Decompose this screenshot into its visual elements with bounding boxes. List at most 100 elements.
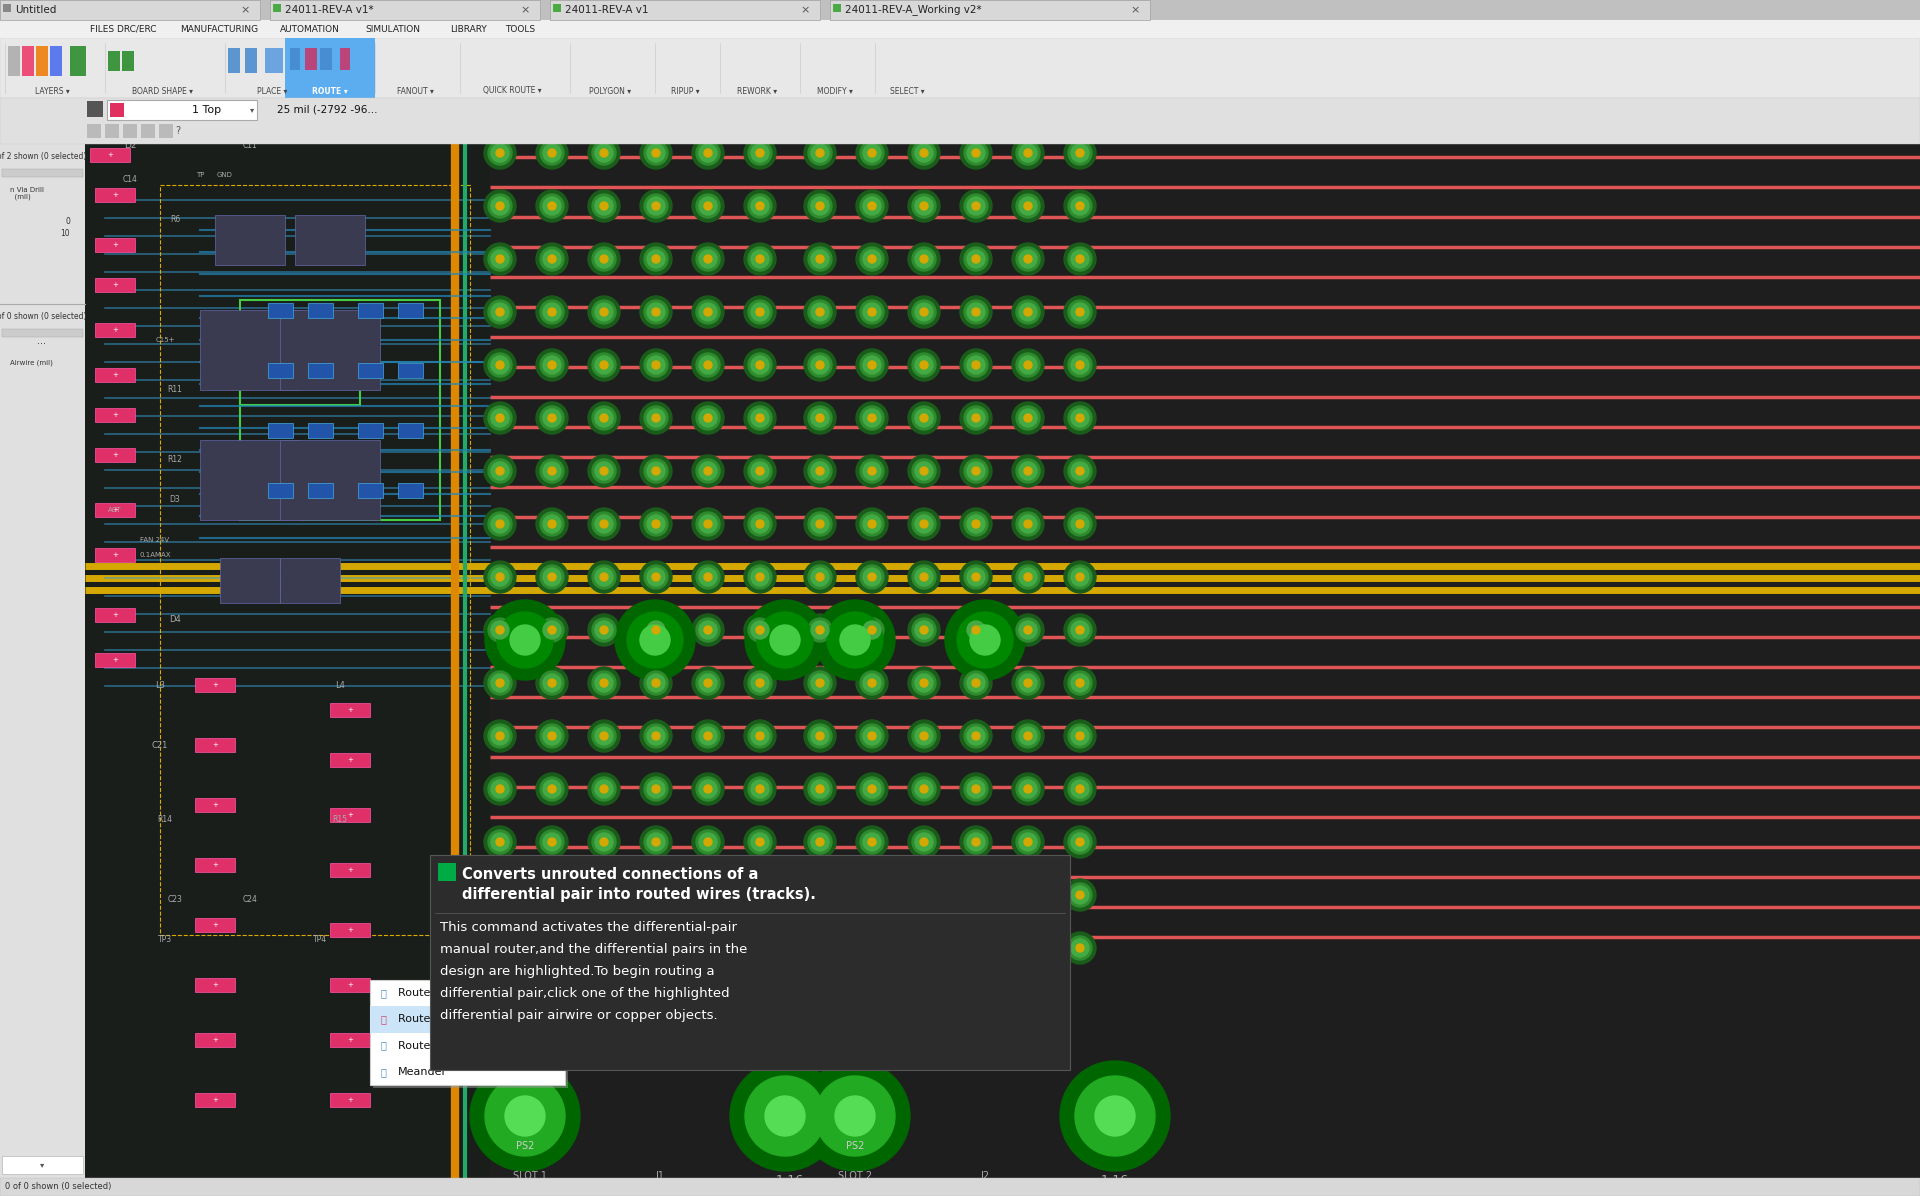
Circle shape [862, 515, 881, 533]
Circle shape [699, 303, 716, 321]
Circle shape [1075, 626, 1085, 634]
Circle shape [543, 886, 561, 904]
Circle shape [860, 248, 883, 271]
Circle shape [916, 144, 933, 161]
Circle shape [653, 255, 660, 263]
Circle shape [691, 667, 724, 698]
Circle shape [540, 194, 564, 218]
Circle shape [751, 568, 770, 586]
Circle shape [1016, 565, 1041, 588]
Circle shape [808, 724, 831, 748]
Circle shape [868, 309, 876, 316]
Circle shape [1068, 777, 1092, 801]
Circle shape [751, 250, 770, 268]
Circle shape [916, 356, 933, 374]
Circle shape [808, 248, 831, 271]
Circle shape [862, 832, 881, 852]
Text: +: + [211, 922, 219, 928]
Circle shape [647, 250, 664, 268]
Circle shape [972, 679, 979, 687]
Circle shape [868, 466, 876, 475]
Circle shape [960, 614, 993, 646]
Bar [196, 738, 234, 752]
Circle shape [764, 1096, 804, 1136]
Circle shape [916, 197, 933, 215]
Circle shape [484, 561, 516, 593]
Circle shape [547, 466, 557, 475]
Circle shape [968, 621, 985, 639]
Circle shape [816, 202, 824, 210]
Circle shape [1068, 405, 1092, 431]
Bar [330, 753, 371, 767]
Circle shape [1023, 361, 1033, 370]
Circle shape [1075, 466, 1085, 475]
Circle shape [808, 141, 831, 165]
Circle shape [1016, 883, 1041, 907]
Circle shape [972, 309, 979, 316]
Text: FILES DRC/ERC: FILES DRC/ERC [90, 24, 157, 33]
Circle shape [860, 459, 883, 483]
Circle shape [495, 626, 503, 634]
Circle shape [1068, 724, 1092, 748]
Circle shape [595, 621, 612, 639]
Circle shape [804, 295, 835, 328]
Circle shape [1064, 138, 1096, 169]
Circle shape [639, 932, 672, 964]
Bar [269, 303, 294, 318]
Circle shape [912, 141, 937, 165]
Bar [397, 364, 422, 378]
Bar [196, 919, 234, 932]
Circle shape [972, 150, 979, 157]
Circle shape [543, 197, 561, 215]
Circle shape [908, 454, 941, 487]
Circle shape [810, 197, 829, 215]
Circle shape [653, 944, 660, 952]
Circle shape [695, 883, 720, 907]
Circle shape [536, 349, 568, 382]
Text: Untitled: Untitled [15, 5, 56, 16]
Circle shape [1020, 621, 1037, 639]
Circle shape [699, 250, 716, 268]
Text: of 0 shown (0 selected): of 0 shown (0 selected) [0, 312, 86, 321]
Circle shape [1064, 402, 1096, 434]
Circle shape [705, 891, 712, 899]
Circle shape [540, 353, 564, 377]
Circle shape [920, 466, 927, 475]
Circle shape [808, 830, 831, 854]
Text: ×: × [240, 5, 250, 16]
Circle shape [1068, 512, 1092, 536]
Circle shape [639, 295, 672, 328]
Circle shape [916, 621, 933, 639]
Circle shape [705, 679, 712, 687]
Circle shape [695, 830, 720, 854]
Circle shape [695, 565, 720, 588]
Circle shape [492, 621, 509, 639]
Circle shape [751, 462, 770, 480]
Circle shape [643, 724, 668, 748]
Circle shape [705, 944, 712, 952]
Circle shape [1012, 402, 1044, 434]
Circle shape [964, 405, 989, 431]
Circle shape [749, 618, 772, 642]
Text: 10: 10 [60, 228, 69, 238]
Bar [371, 980, 564, 1085]
Circle shape [868, 255, 876, 263]
Circle shape [653, 202, 660, 210]
Circle shape [699, 462, 716, 480]
Circle shape [536, 190, 568, 222]
Bar [269, 364, 294, 378]
Circle shape [536, 773, 568, 805]
Bar [271, 0, 540, 20]
Bar [200, 440, 300, 520]
Circle shape [599, 626, 609, 634]
Text: +: + [211, 862, 219, 868]
Circle shape [808, 459, 831, 483]
Circle shape [653, 626, 660, 634]
Circle shape [653, 466, 660, 475]
Text: J2: J2 [981, 1171, 989, 1180]
Circle shape [920, 785, 927, 793]
Circle shape [643, 248, 668, 271]
Circle shape [920, 414, 927, 422]
Circle shape [591, 512, 616, 536]
Circle shape [756, 626, 764, 634]
